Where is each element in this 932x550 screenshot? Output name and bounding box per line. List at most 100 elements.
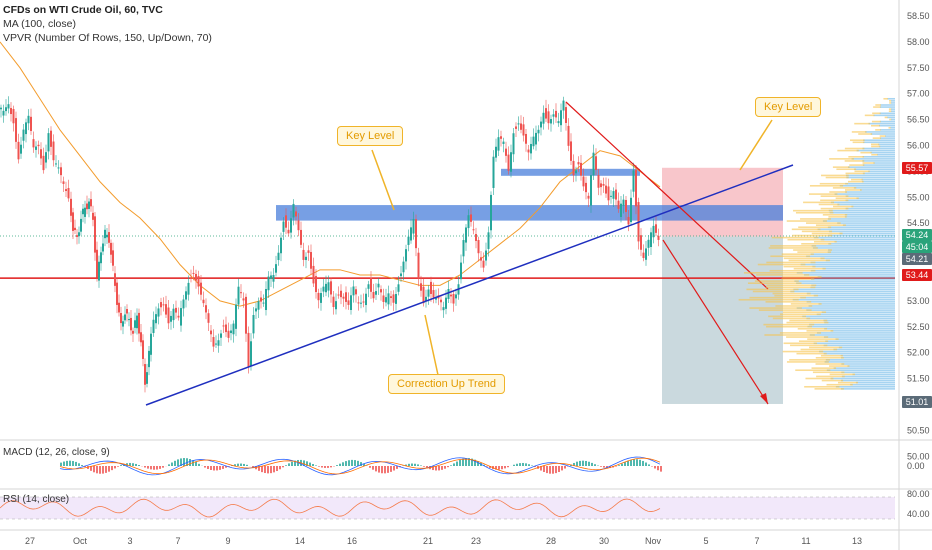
candle-body [345, 292, 347, 302]
candle-body [517, 123, 520, 125]
macd-histogram-bar [102, 466, 104, 474]
vpvr-bar-up [823, 319, 895, 322]
vpvr-bar-up [806, 301, 895, 303]
vpvr-bar-up [851, 158, 895, 160]
macd-histogram-bar [216, 466, 218, 471]
time-tick-label: 27 [25, 536, 35, 546]
macd-histogram-bar [261, 466, 263, 473]
vpvr-bar-up [810, 253, 895, 255]
vpvr-bar-up [844, 216, 895, 218]
candle-body [575, 170, 577, 174]
vpvr-bar-down [818, 203, 840, 206]
vpvr-bar-up [840, 379, 895, 382]
candle-body [132, 330, 134, 334]
vpvr-bar-up [830, 330, 895, 332]
macd-histogram-bar [468, 458, 470, 466]
candle-body [50, 130, 52, 147]
macd-histogram-bar [420, 465, 422, 466]
candle-body [302, 249, 305, 260]
vpvr-bar-down [765, 301, 812, 303]
candle-body [52, 141, 55, 161]
vpvr-bar-down [746, 288, 799, 291]
macd-pane[interactable]: 0.00 [59, 456, 925, 476]
vpvr-bar-down [771, 236, 819, 239]
macd-histogram-bar [372, 466, 374, 470]
candle-body [12, 109, 15, 124]
vpvr-bar-up [811, 278, 895, 280]
macd-histogram-bar [393, 466, 395, 471]
vpvr-bar-down [837, 381, 858, 384]
rsi-pane[interactable]: 80.00 40.00 [0, 489, 930, 520]
vpvr-legend[interactable]: VPVR (Number Of Rows, 150, Up/Down, 70) [3, 32, 212, 44]
candle-body [597, 174, 600, 188]
candle-body [460, 262, 462, 280]
macd-histogram-bar [117, 466, 119, 467]
vpvr-bar-up [828, 234, 895, 237]
take-profit-zone [662, 236, 783, 404]
rsi-title[interactable]: RSI (14, close) [3, 494, 70, 505]
time-tick-label: 28 [546, 536, 556, 546]
macd-histogram-bar [306, 461, 308, 466]
ma-legend[interactable]: MA (100, close) [3, 18, 76, 30]
candle-body [60, 167, 62, 176]
macd-histogram-bar [348, 460, 350, 466]
candle-body [180, 308, 182, 326]
vpvr-bar-down [756, 274, 810, 276]
macd-histogram-bar [654, 466, 656, 469]
vpvr-bar-down [797, 251, 832, 253]
vpvr-bar-up [878, 124, 895, 127]
macd-histogram-bar [591, 462, 593, 466]
macd-title[interactable]: MACD (12, 26, close, 9) [3, 447, 110, 458]
candle-body [252, 315, 255, 334]
key-level-callout-2[interactable]: Key Level [755, 97, 822, 117]
symbol-title[interactable]: CFDs on WTI Crude Oil, 60, TVC [3, 4, 163, 16]
vpvr-bar-up [839, 232, 895, 235]
vpvr-bar-down [743, 272, 803, 274]
vpvr-bar-down [769, 269, 816, 272]
vpvr-bar-down [835, 197, 859, 200]
vpvr-bar-down [888, 108, 892, 110]
macd-histogram-bar [354, 460, 356, 466]
vpvr-bar-up [887, 97, 895, 100]
candle-body [547, 111, 550, 124]
macd-histogram-bar [336, 465, 338, 466]
candle-body [475, 234, 477, 241]
candle-body [397, 284, 400, 292]
vpvr-bar-down [790, 303, 822, 305]
vpvr-bar-up [820, 257, 895, 260]
vpvr-bar-up [811, 284, 895, 287]
candle-body [395, 294, 397, 304]
vpvr-bar-down [781, 253, 814, 255]
vpvr-bar-up [817, 276, 895, 278]
vpvr-bar-up [854, 168, 895, 171]
candle-body [565, 107, 567, 123]
candle-body [612, 191, 615, 199]
vpvr-bar-down [825, 176, 849, 179]
vpvr-bar-up [865, 131, 895, 133]
candle-body [212, 337, 215, 347]
vpvr-bar-down [749, 307, 802, 309]
time-axis[interactable]: 27 Oct 3 7 9 14 16 21 23 28 30 Nov 5 7 11 13 [25, 536, 862, 546]
vpvr-bar-up [800, 263, 895, 266]
vpvr-bar-down [849, 164, 865, 166]
candle-body [635, 170, 637, 207]
candle-body [57, 167, 60, 169]
vpvr-bar-down [836, 168, 857, 171]
macd-histogram-bar [648, 464, 650, 466]
candle-body [375, 291, 377, 295]
vpvr-bar-down [871, 145, 881, 148]
macd-histogram-bar [615, 466, 617, 467]
rsi-line [0, 498, 661, 518]
key-level-callout-1[interactable]: Key Level [337, 126, 404, 146]
correction-trend-callout[interactable]: Correction Up Trend [388, 374, 506, 394]
vpvr-bar-up [839, 185, 895, 187]
vpvr-bar-up [806, 255, 895, 258]
macd-histogram-bar [111, 466, 113, 471]
candle-body [130, 317, 132, 331]
vpvr-bar-up [796, 282, 895, 284]
candle-body [585, 182, 587, 193]
macd-histogram-bar [321, 466, 323, 468]
vpvr-bar-down [811, 232, 843, 235]
